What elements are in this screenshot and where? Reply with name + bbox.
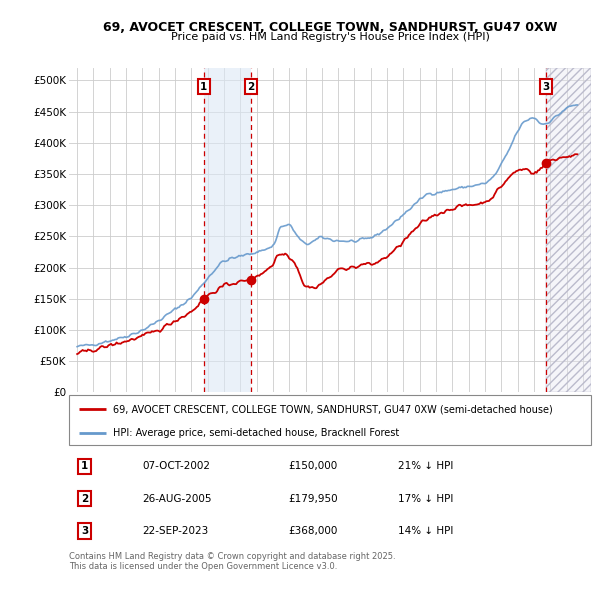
Text: 22-SEP-2023: 22-SEP-2023 — [142, 526, 208, 536]
Text: 17% ↓ HPI: 17% ↓ HPI — [398, 494, 453, 503]
Bar — [204, 68, 251, 392]
Text: 1: 1 — [81, 461, 88, 471]
FancyBboxPatch shape — [69, 395, 591, 445]
Text: Contains HM Land Registry data © Crown copyright and database right 2025.
This d: Contains HM Land Registry data © Crown c… — [69, 552, 395, 571]
Text: 07-OCT-2002: 07-OCT-2002 — [142, 461, 210, 471]
Text: 69, AVOCET CRESCENT, COLLEGE TOWN, SANDHURST, GU47 0XW: 69, AVOCET CRESCENT, COLLEGE TOWN, SANDH… — [103, 21, 557, 34]
Text: 3: 3 — [81, 526, 88, 536]
Text: 21% ↓ HPI: 21% ↓ HPI — [398, 461, 453, 471]
Text: 2: 2 — [81, 494, 88, 503]
Text: 26-AUG-2005: 26-AUG-2005 — [142, 494, 212, 503]
Text: £150,000: £150,000 — [288, 461, 337, 471]
Text: Price paid vs. HM Land Registry's House Price Index (HPI): Price paid vs. HM Land Registry's House … — [170, 32, 490, 42]
Text: 3: 3 — [542, 81, 550, 91]
Text: 2: 2 — [247, 81, 254, 91]
Text: £179,950: £179,950 — [288, 494, 338, 503]
Text: HPI: Average price, semi-detached house, Bracknell Forest: HPI: Average price, semi-detached house,… — [113, 428, 400, 438]
Text: £368,000: £368,000 — [288, 526, 338, 536]
Text: 69, AVOCET CRESCENT, COLLEGE TOWN, SANDHURST, GU47 0XW (semi-detached house): 69, AVOCET CRESCENT, COLLEGE TOWN, SANDH… — [113, 404, 553, 414]
Bar — [546, 68, 591, 392]
Text: 14% ↓ HPI: 14% ↓ HPI — [398, 526, 453, 536]
Text: 1: 1 — [200, 81, 208, 91]
